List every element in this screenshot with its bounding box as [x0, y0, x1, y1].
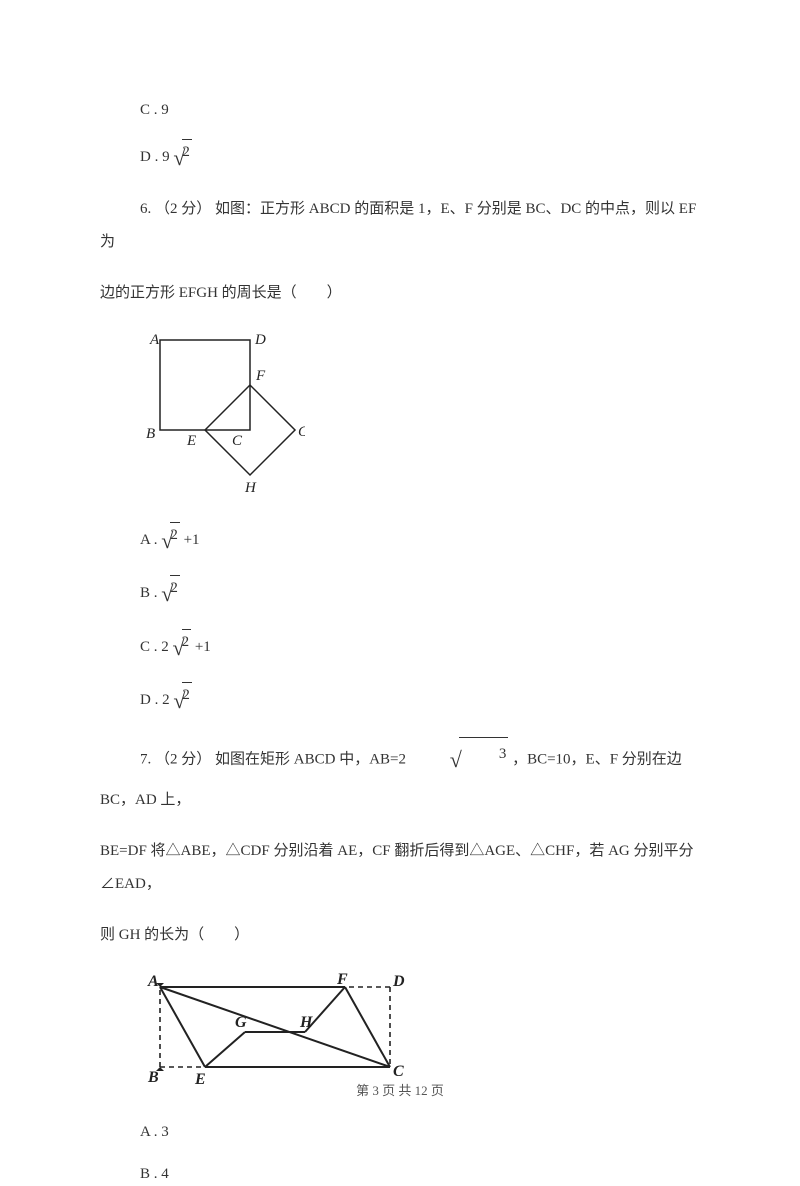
q6-option-d-label: D [140, 692, 151, 708]
sqrt: √2 [173, 630, 192, 665]
dot: . [154, 532, 162, 548]
question-7-num: 7. [140, 752, 151, 768]
label-A: A [149, 332, 160, 348]
q6-option-c: C . 2 √2 +1 [140, 630, 700, 665]
label-D: D [254, 332, 266, 348]
label-H: H [244, 480, 257, 495]
label-F: F [336, 972, 348, 988]
label-G: G [298, 424, 305, 440]
q7-option-a-label: A [140, 1124, 150, 1140]
figure-q7-svg: A B E G H F D C [140, 972, 410, 1092]
question-7-text-d: 则 GH 的长为（ ） [100, 919, 700, 952]
label-F: F [255, 368, 266, 384]
sqrt-radicand: 2 [182, 629, 192, 654]
sqrt-radicand: 3 [459, 737, 509, 771]
footer-prefix: 第 [356, 1083, 372, 1098]
footer-total: 12 [415, 1083, 428, 1098]
dot: . [155, 692, 163, 708]
q6-option-d: D . 2 √2 [140, 683, 700, 718]
sqrt: √2 [161, 523, 180, 558]
page-footer: 第 3 页 共 12 页 [0, 1081, 800, 1102]
question-6-num: 6. [140, 201, 151, 217]
option-c-value: 9 [161, 102, 169, 118]
figure-q6-svg: A D B E C F G H [140, 330, 305, 495]
question-7-points: （2 分） [155, 752, 211, 768]
option-c: C . 9 [140, 98, 700, 122]
label-G: G [235, 1014, 247, 1031]
line-EG [205, 1032, 245, 1067]
square-abcd [160, 340, 250, 430]
dot: . [154, 585, 162, 601]
label-C: C [393, 1063, 404, 1080]
dot: . [154, 1166, 162, 1182]
q6-option-c-suffix: +1 [195, 639, 211, 655]
q7-option-b-label: B [140, 1166, 150, 1182]
q7-option-b: B . 4 [140, 1162, 700, 1186]
option-d: D . 9 √2 [140, 140, 700, 175]
sqrt: √3 [410, 736, 509, 784]
label-B: B [146, 426, 155, 442]
sqrt: √2 [161, 576, 180, 611]
q6-option-a-label: A [140, 532, 150, 548]
dot: . [155, 149, 163, 165]
q6-option-a-suffix: +1 [184, 532, 200, 548]
q6-option-d-prefix: 2 [162, 692, 173, 708]
label-E: E [186, 433, 196, 449]
q7-option-a: A . 3 [140, 1120, 700, 1144]
label-C: C [232, 433, 243, 449]
q6-option-c-prefix: 2 [161, 639, 172, 655]
q6-option-c-label: C [140, 639, 150, 655]
label-A: A [147, 973, 159, 990]
q7-option-b-value: 4 [161, 1166, 169, 1182]
sqrt-radicand: 2 [182, 682, 192, 707]
q6-option-b-label: B [140, 585, 150, 601]
figure-q6: A D B E C F G H [140, 330, 700, 503]
line-AE [160, 987, 205, 1067]
footer-mid: 页 共 [379, 1083, 415, 1098]
question-7-text-a: 如图在矩形 ABCD 中，AB=2 [215, 752, 410, 768]
question-7-text-c: BE=DF 将△ABE，△CDF 分别沿着 AE，CF 翻折后得到△AGE、△C… [100, 835, 700, 901]
q6-option-a: A . √2 +1 [140, 523, 700, 558]
q7-option-a-value: 3 [161, 1124, 169, 1140]
question-6-points: （2 分） [155, 201, 211, 217]
footer-suffix: 页 [428, 1083, 444, 1098]
sqrt-radicand: 2 [170, 575, 180, 600]
label-D: D [392, 973, 405, 990]
sqrt: √2 [173, 683, 192, 718]
line-AC [160, 987, 390, 1067]
option-c-label: C [140, 102, 150, 118]
line-FC [345, 987, 390, 1067]
question-6: 6. （2 分） 如图：正方形 ABCD 的面积是 1，E、F 分别是 BC、D… [100, 193, 700, 259]
option-d-label: D [140, 149, 151, 165]
label-H: H [299, 1014, 313, 1031]
sqrt-radicand: 2 [170, 522, 180, 547]
sqrt-radicand: 2 [182, 139, 192, 164]
q6-option-b: B . √2 [140, 576, 700, 611]
option-d-value: 9 [162, 149, 170, 165]
sqrt-2: √2 [173, 140, 192, 175]
question-6-text-b: 边的正方形 EFGH 的周长是（ ） [100, 277, 700, 310]
question-7: 7. （2 分） 如图在矩形 ABCD 中，AB=2 √3 ，BC=10，E、F… [100, 736, 700, 817]
